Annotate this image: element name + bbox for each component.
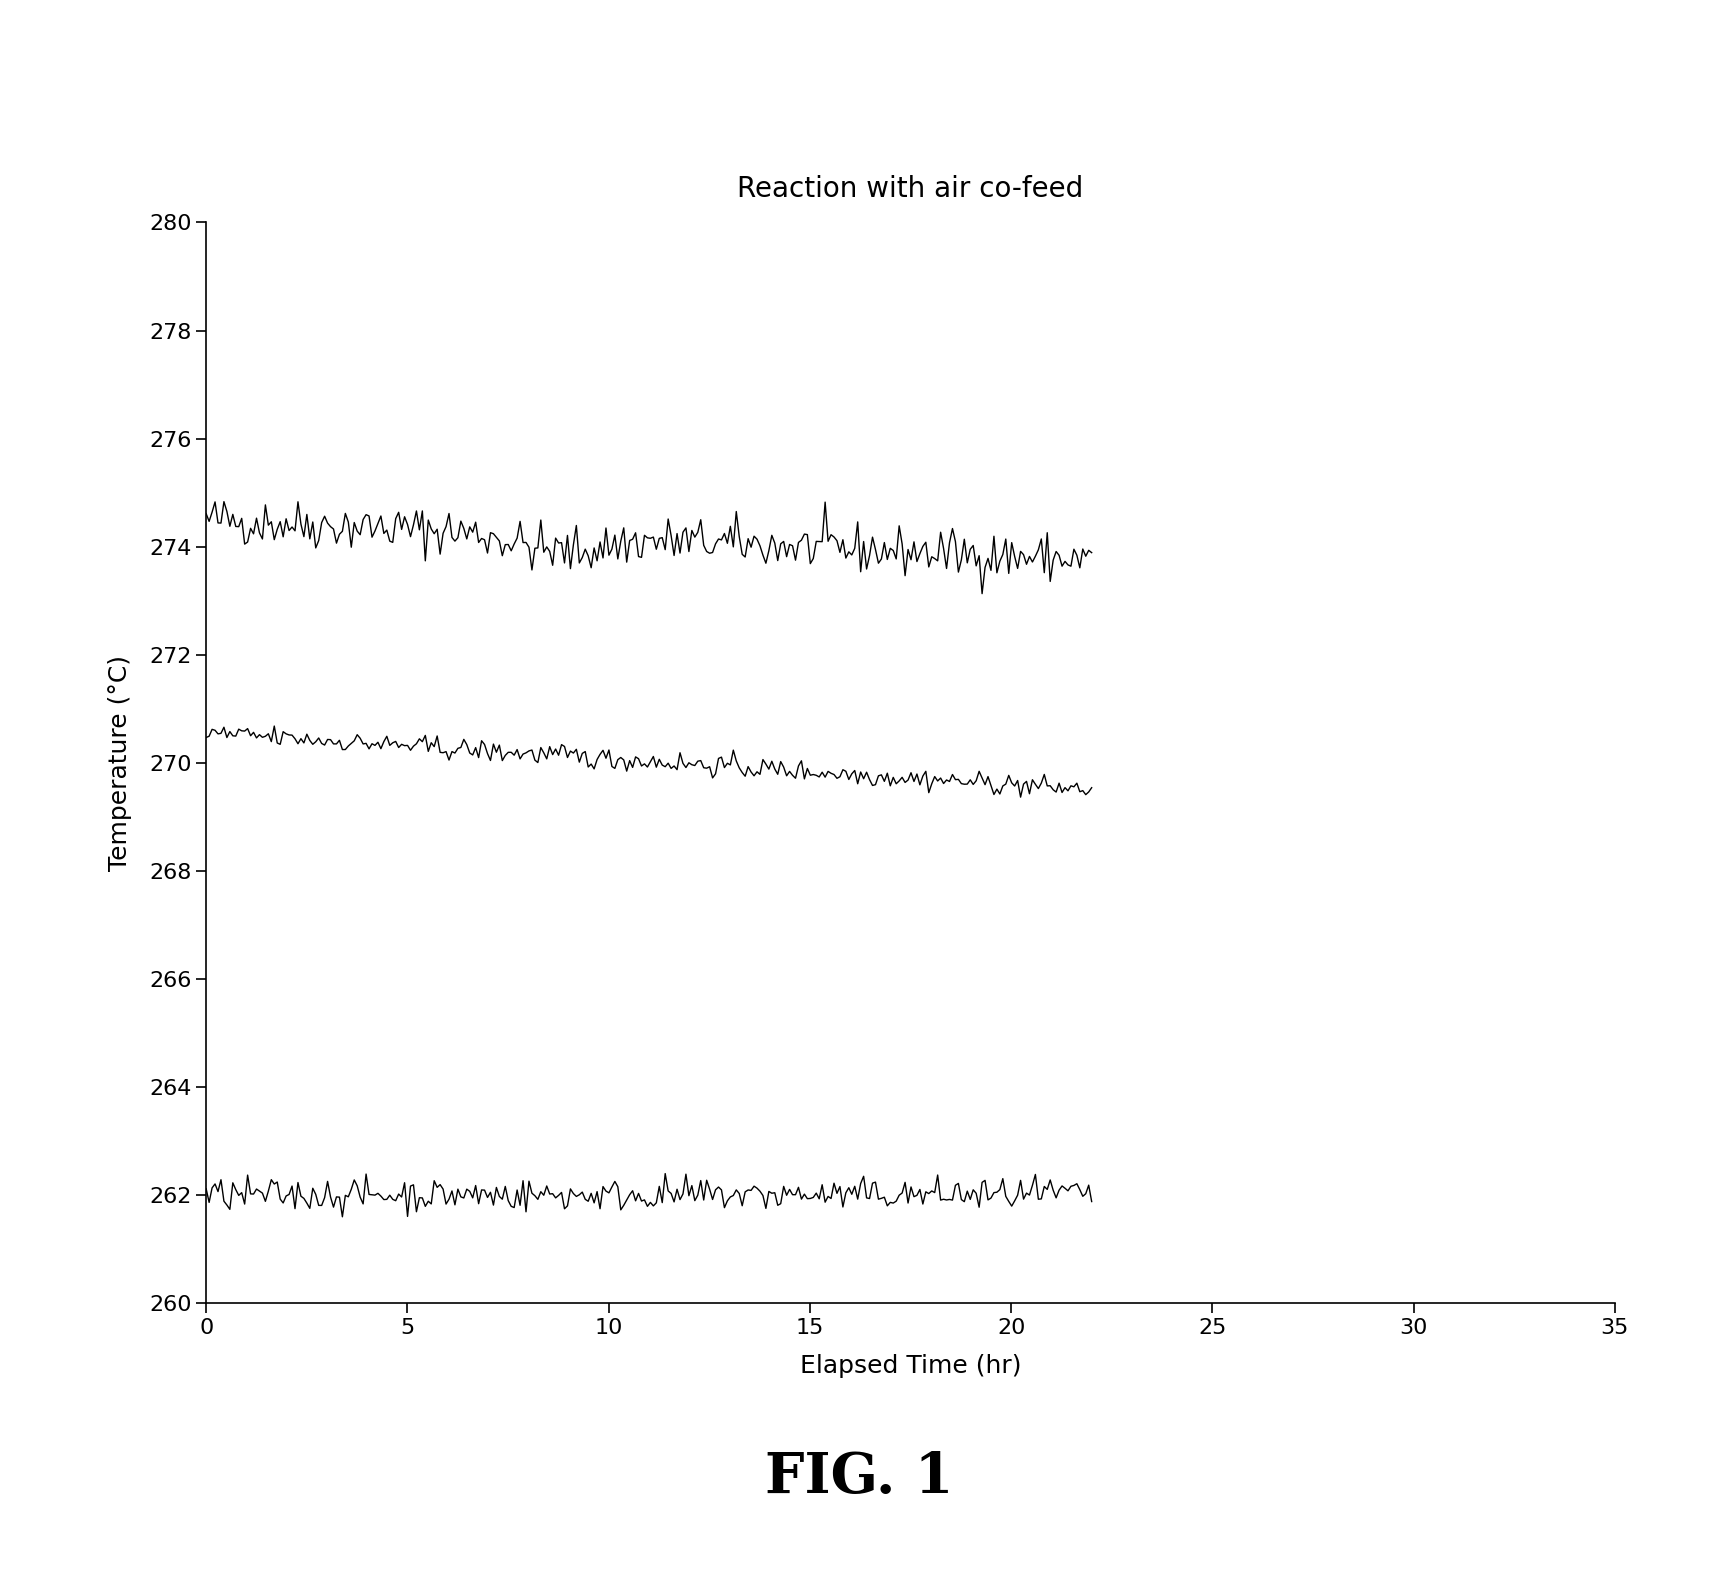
Title: Reaction with air co-feed: Reaction with air co-feed <box>737 175 1084 203</box>
Y-axis label: Temperature (°C): Temperature (°C) <box>108 655 132 871</box>
X-axis label: Elapsed Time (hr): Elapsed Time (hr) <box>801 1354 1020 1378</box>
Text: FIG. 1: FIG. 1 <box>765 1451 953 1505</box>
